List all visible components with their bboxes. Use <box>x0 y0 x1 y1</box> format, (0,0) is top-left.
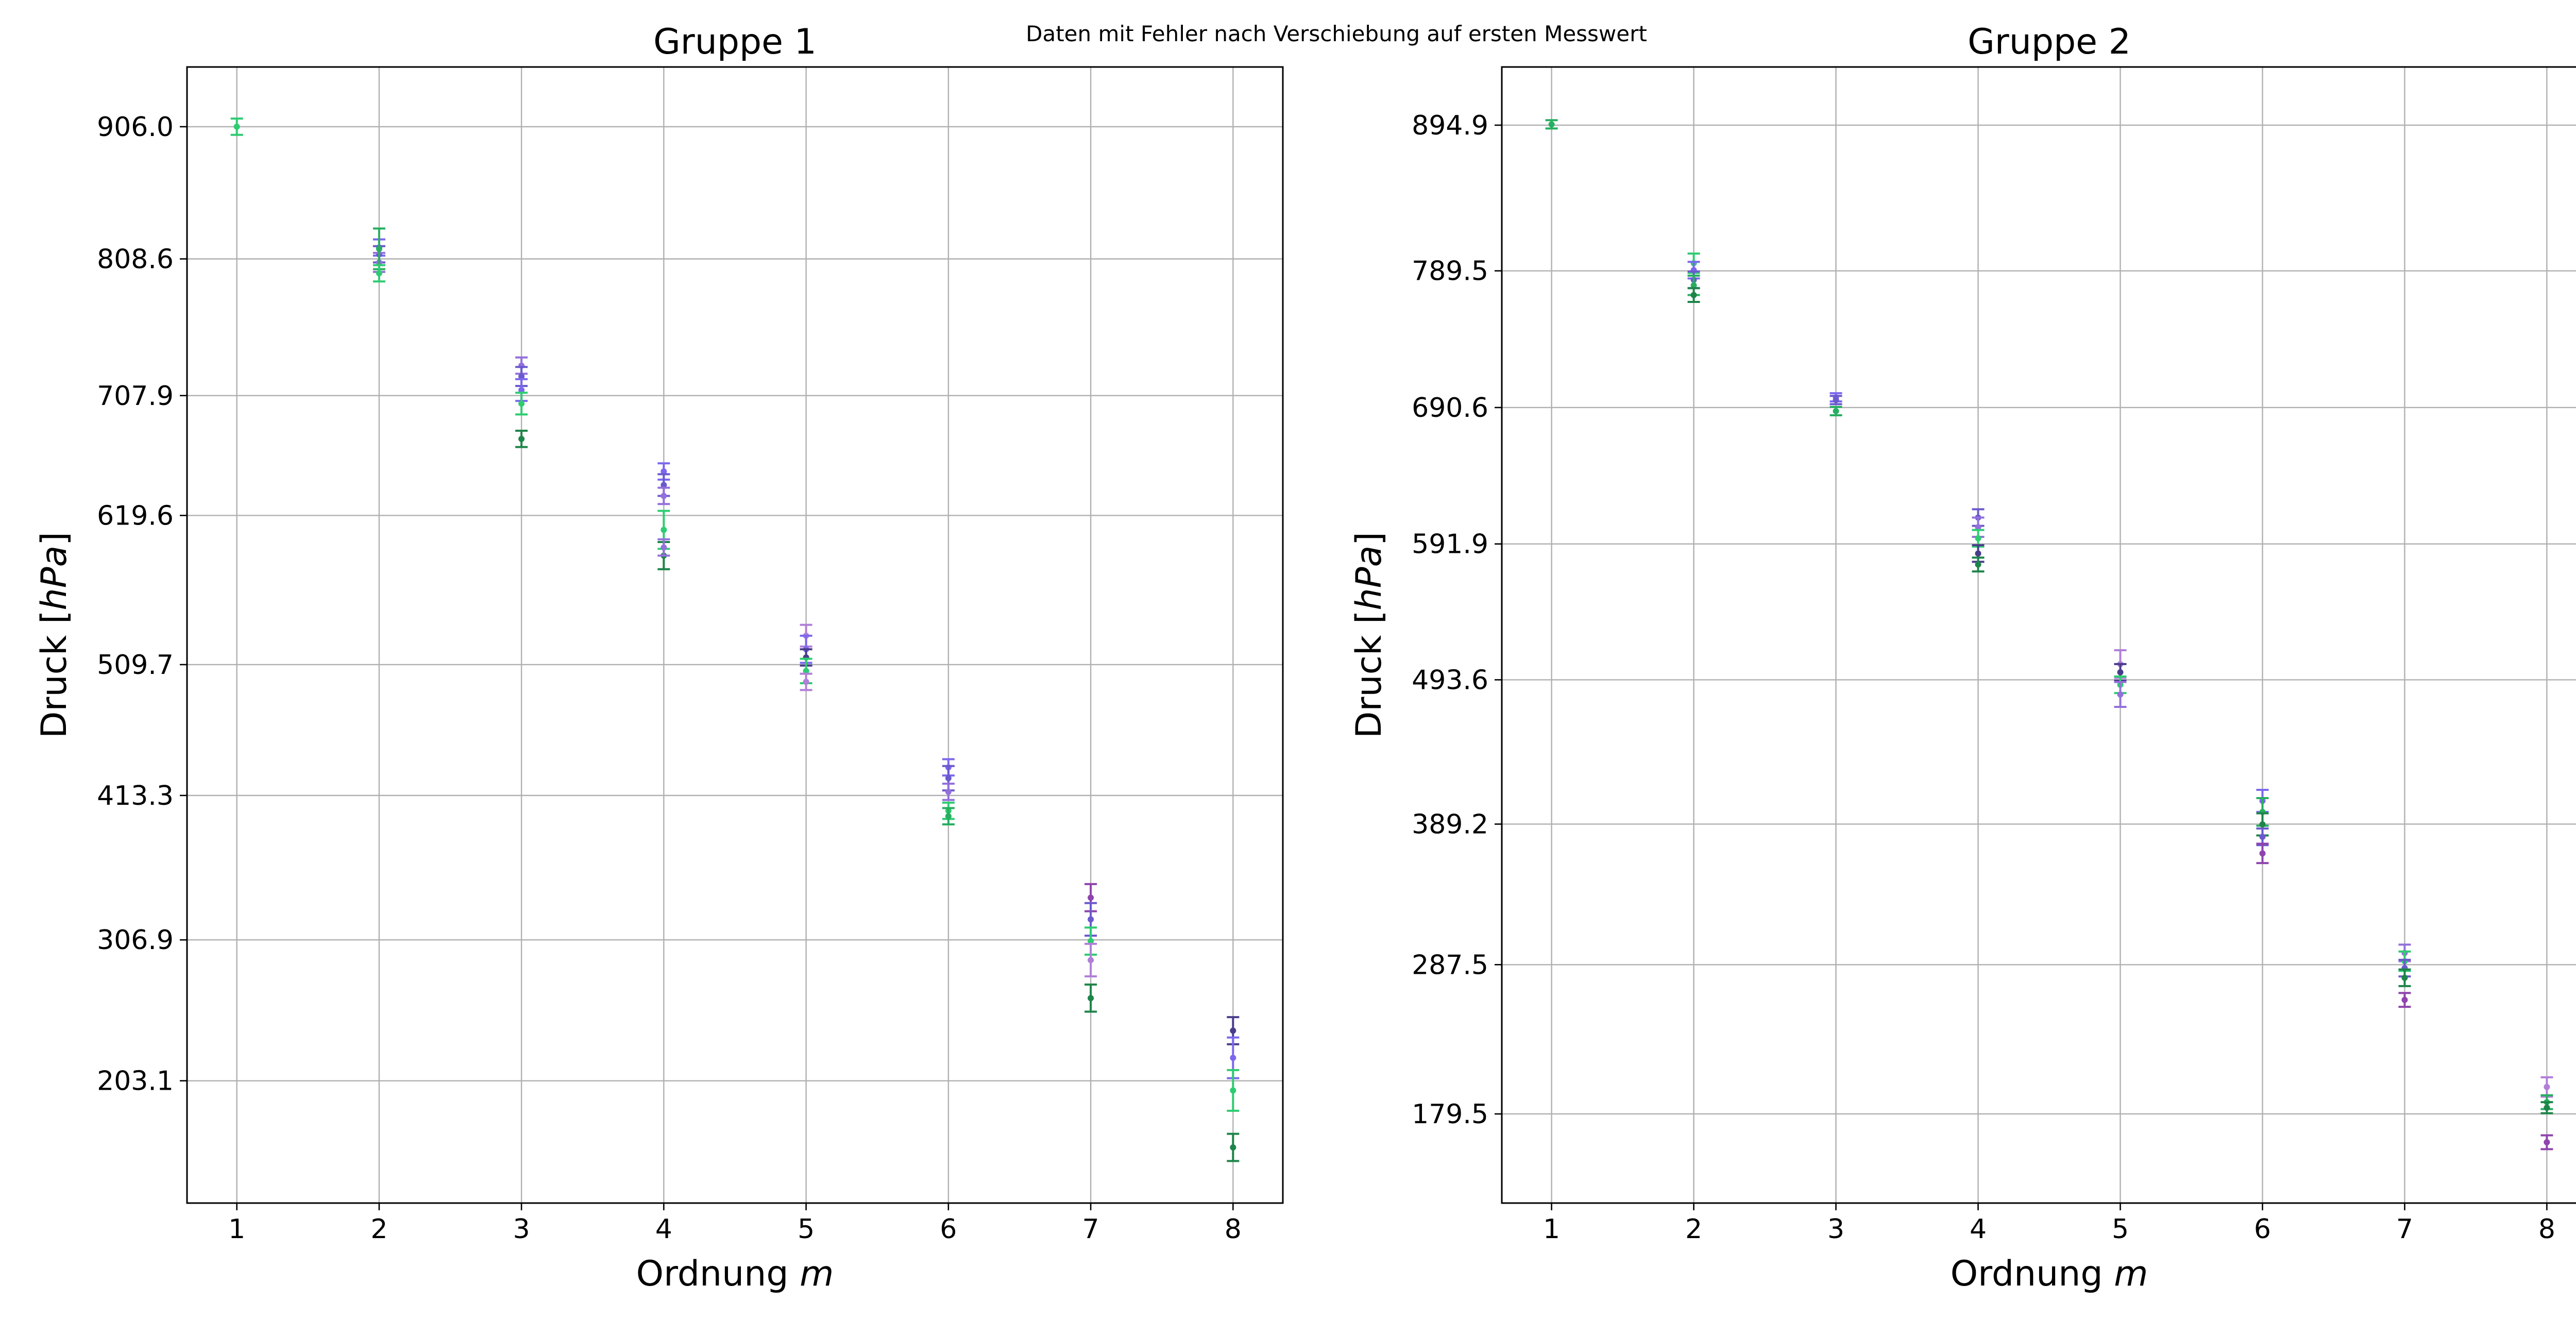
data-point <box>1975 561 1981 568</box>
data-point <box>233 123 240 130</box>
y-tick-label: 906.0 <box>97 112 174 143</box>
data-point <box>1975 550 1981 557</box>
y-axis-label: Druck [hPa] <box>1349 532 1389 738</box>
data-point <box>1230 1144 1236 1151</box>
data-point <box>2544 1084 2550 1090</box>
y-tick-label: 493.6 <box>1412 665 1488 696</box>
data-point <box>2544 1104 2550 1111</box>
data-point <box>660 493 667 499</box>
x-tick-label: 3 <box>513 1214 530 1245</box>
plot-frame <box>186 66 1284 1204</box>
data-point <box>1088 957 1094 963</box>
data-point <box>660 482 667 488</box>
x-tick-label: 4 <box>655 1214 672 1245</box>
figure-suptitle: Daten mit Fehler nach Verschiebung auf e… <box>1026 21 1647 46</box>
data-point <box>1975 535 1981 542</box>
data-point <box>945 813 952 820</box>
y-tick-label: 707.9 <box>97 381 174 412</box>
data-point <box>2401 974 2408 981</box>
data-point <box>2259 834 2266 840</box>
data-point <box>1230 1087 1236 1094</box>
y-tick-label: 894.9 <box>1412 110 1488 141</box>
data-point <box>1088 995 1094 1002</box>
x-tick-label: 5 <box>2112 1214 2129 1245</box>
x-tick-label: 7 <box>2396 1214 2413 1245</box>
data-point <box>518 386 525 393</box>
x-tick-label: 1 <box>1543 1214 1560 1245</box>
data-point <box>660 468 667 475</box>
y-tick-label: 509.7 <box>97 650 174 681</box>
data-point <box>803 668 809 674</box>
y-tick-label: 389.2 <box>1412 809 1488 840</box>
data-point <box>1088 938 1094 944</box>
data-point <box>2259 821 2266 827</box>
data-point <box>1833 397 1839 403</box>
data-point <box>518 435 525 442</box>
x-tick-label: 3 <box>1827 1214 1844 1245</box>
x-tick-label: 7 <box>1082 1214 1099 1245</box>
chart-title: Gruppe 1 <box>653 22 817 62</box>
x-tick-label: 1 <box>228 1214 245 1245</box>
x-tick-label: 2 <box>370 1214 387 1245</box>
data-point <box>1975 524 1981 531</box>
y-tick-label: 789.5 <box>1412 256 1488 287</box>
y-axis-label: Druck [hPa] <box>34 532 75 738</box>
data-point <box>660 527 667 533</box>
y-tick-label: 203.1 <box>97 1066 174 1097</box>
data-point <box>2259 850 2266 857</box>
data-point <box>1088 916 1094 923</box>
chart-title: Gruppe 2 <box>1968 22 2131 62</box>
data-point <box>1548 121 1555 128</box>
data-point <box>1833 408 1839 414</box>
x-tick-label: 8 <box>2538 1214 2555 1245</box>
data-point <box>518 400 525 407</box>
x-axis-label: Ordnung m <box>636 1254 834 1294</box>
data-point <box>803 679 809 685</box>
data-point <box>518 373 525 380</box>
data-point <box>2117 669 2124 675</box>
data-point <box>1230 1055 1236 1061</box>
x-axis-label: Ordnung m <box>1951 1254 2148 1294</box>
data-point <box>376 246 382 252</box>
data-point <box>1230 1027 1236 1034</box>
data-point <box>1088 894 1094 901</box>
x-tick-label: 8 <box>1225 1214 1242 1245</box>
x-tick-label: 5 <box>798 1214 815 1245</box>
data-point <box>945 788 952 795</box>
y-tick-label: 287.5 <box>1412 950 1488 980</box>
y-tick-label: 591.9 <box>1412 529 1488 560</box>
data-point <box>2117 691 2124 698</box>
data-point <box>660 544 667 551</box>
y-tick-label: 179.5 <box>1412 1099 1488 1130</box>
x-tick-label: 6 <box>2254 1214 2271 1245</box>
data-point <box>2401 996 2408 1003</box>
x-tick-label: 2 <box>1685 1214 1702 1245</box>
data-point <box>1690 292 1697 298</box>
y-tick-label: 413.3 <box>97 781 174 811</box>
x-tick-label: 4 <box>1970 1214 1987 1245</box>
data-point <box>945 775 952 782</box>
data-point <box>376 270 382 277</box>
chart-panel-gruppe-1: 1 2 3 4 5 6 7 8 906.0 808.6 707.9 619.6 509.7 413.3 30… <box>34 22 1284 1294</box>
y-tick-label: 619.6 <box>97 500 174 531</box>
data-point <box>1690 282 1697 289</box>
data-point <box>2544 1139 2550 1145</box>
plot-frame <box>1501 66 2576 1204</box>
y-tick-label: 306.9 <box>97 925 174 956</box>
x-tick-label: 6 <box>940 1214 957 1245</box>
y-tick-label: 808.6 <box>97 244 174 275</box>
y-tick-label: 690.6 <box>1412 393 1488 424</box>
chart-panel-gruppe-2: 1 2 3 4 5 6 7 8 894.9 789.5 690.6 591.9 493.6 389.2 28… <box>1349 22 2576 1294</box>
